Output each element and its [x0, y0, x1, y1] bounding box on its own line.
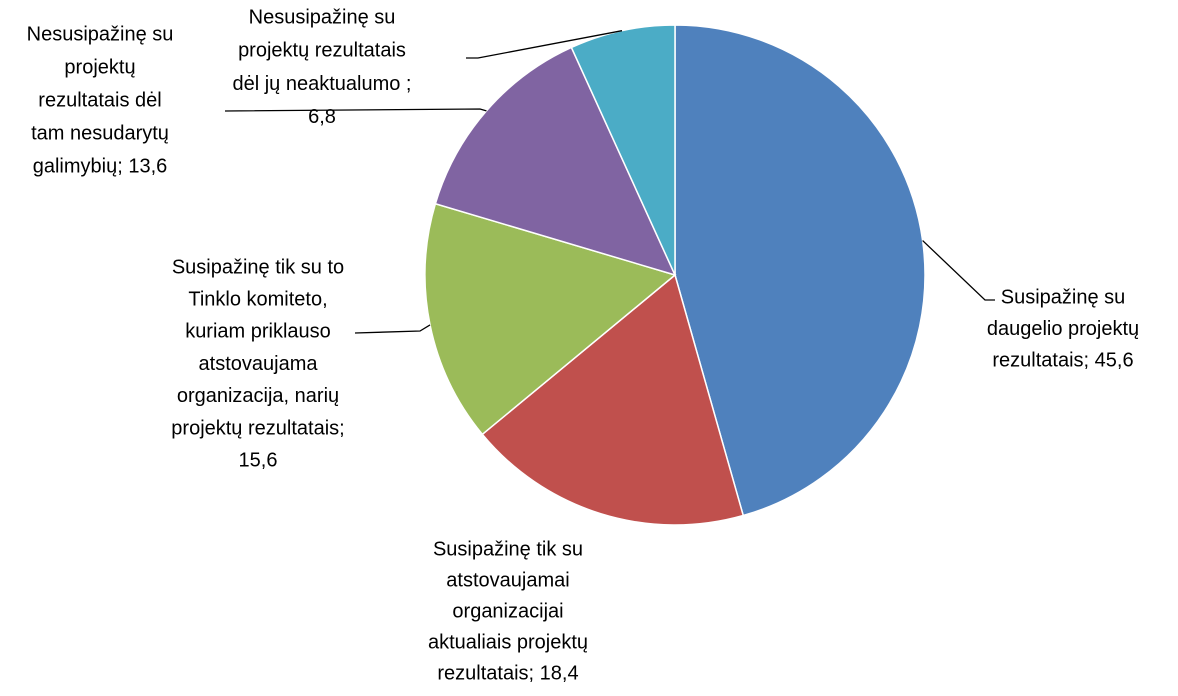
- leader-line: [354, 324, 431, 334]
- data-label: rezultatais; 18,4: [437, 662, 578, 684]
- data-label: Susipažinę tik su: [433, 538, 583, 560]
- data-label: projektų rezultatais: [238, 40, 406, 62]
- data-label: organizacija, narių: [177, 385, 339, 407]
- data-label: projektų rezultatais;: [171, 417, 344, 439]
- pie-slice: [424, 202, 677, 436]
- data-label: Tinklo komiteto,: [188, 288, 327, 310]
- data-label: daugelio projektų: [987, 318, 1139, 340]
- data-label: 15,6: [239, 449, 278, 471]
- data-label: dėl jų neaktualumo ;: [232, 73, 411, 95]
- pie-slice: [481, 273, 745, 526]
- pie-slice: [434, 46, 677, 277]
- data-label: Nesusipažinę su: [249, 6, 396, 28]
- data-label: aktualiais projektų: [428, 631, 588, 653]
- data-label: projektų: [64, 56, 135, 78]
- pie-slice: [570, 24, 676, 276]
- pie-slice: [674, 24, 926, 517]
- leader-line: [224, 108, 487, 112]
- data-label: kuriam priklauso: [185, 321, 331, 343]
- data-label: atstovaujama: [199, 353, 319, 375]
- data-label: Susipažinę tik su to: [172, 256, 344, 278]
- leader-line: [922, 240, 995, 301]
- data-label: rezultatais; 45,6: [992, 349, 1133, 371]
- data-label: rezultatais dėl: [38, 89, 161, 111]
- data-label: Susipažinę su: [1001, 286, 1126, 308]
- data-label: galimybių; 13,6: [33, 155, 168, 177]
- data-label: atstovaujamai: [446, 569, 569, 591]
- data-label: 6,8: [308, 106, 336, 128]
- data-label: organizacijai: [452, 600, 563, 622]
- leader-line: [466, 30, 623, 59]
- data-label: tam nesudarytų: [31, 122, 169, 144]
- data-label: Nesusipažinę su: [27, 23, 174, 45]
